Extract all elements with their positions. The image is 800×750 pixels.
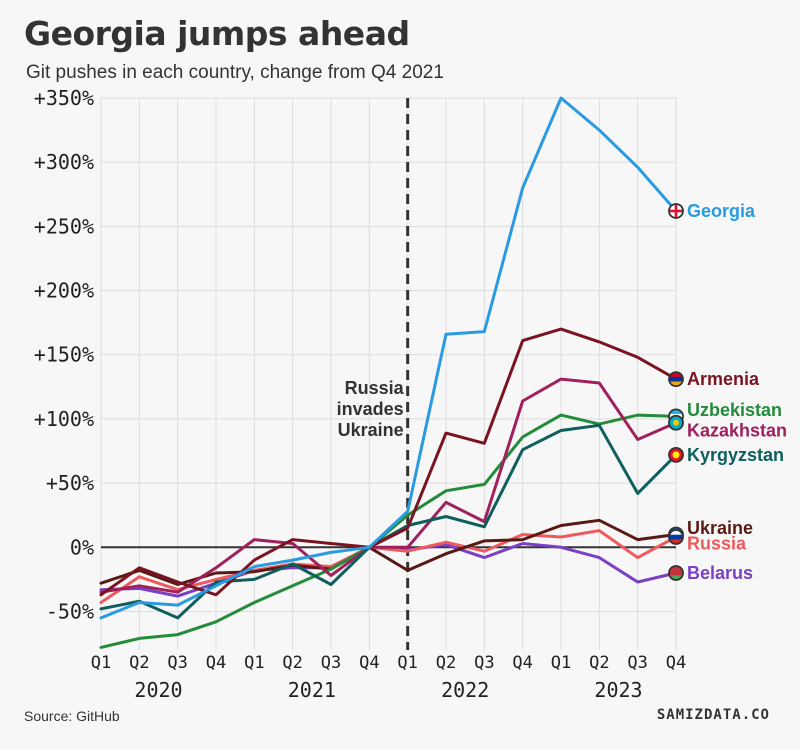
flag-band bbox=[669, 539, 683, 545]
series-label: Kazakhstan bbox=[687, 420, 787, 440]
flag-ring bbox=[668, 529, 684, 545]
flag-band bbox=[669, 565, 683, 571]
flag-band bbox=[669, 381, 683, 387]
y-tick-label: +150% bbox=[34, 343, 94, 367]
y-axis-ticks: +350% +300% +250% +200% +150% +100% +50% 0% -50% bbox=[34, 86, 94, 623]
y-tick-label: +250% bbox=[34, 214, 94, 238]
flag-ge-icon bbox=[669, 203, 683, 218]
flag-band bbox=[669, 372, 683, 378]
x-tick-label: Q2 bbox=[436, 653, 456, 673]
flag-band bbox=[669, 534, 683, 540]
end-label-kazakhstan: Kazakhstan bbox=[668, 414, 787, 440]
event-annotation: invades bbox=[337, 399, 404, 419]
x-tick-label: Q4 bbox=[666, 653, 686, 673]
grid bbox=[100, 97, 677, 650]
flag-ru-icon bbox=[669, 530, 683, 545]
series-label: Georgia bbox=[687, 201, 756, 221]
series-label: Armenia bbox=[687, 369, 760, 389]
chart-title: Georgia jumps ahead bbox=[24, 14, 410, 53]
flag-kz-icon bbox=[669, 415, 683, 430]
x-tick-label: Q2 bbox=[129, 653, 149, 673]
flag-band bbox=[669, 575, 683, 580]
x-tick-label: Q4 bbox=[359, 653, 379, 673]
x-tick-label: Q1 bbox=[244, 653, 264, 673]
y-tick-label: +50% bbox=[46, 471, 94, 495]
flag-cross bbox=[669, 209, 683, 213]
year-label: 2020 bbox=[134, 678, 182, 702]
series-line-russia bbox=[99, 529, 678, 604]
brand-logo: SAMIZDATA.CO bbox=[656, 707, 770, 723]
x-tick-label: Q3 bbox=[321, 653, 341, 673]
flag-am-icon bbox=[669, 372, 683, 387]
year-label: 2022 bbox=[441, 678, 489, 702]
end-label-kyrgyzstan: Kyrgyzstan bbox=[668, 445, 784, 465]
y-tick-label: +200% bbox=[34, 279, 94, 303]
flag-by-icon bbox=[669, 565, 683, 580]
end-label-russia: Russia bbox=[668, 529, 747, 553]
x-tick-label: Q3 bbox=[627, 653, 647, 673]
series-label: Ukraine bbox=[687, 518, 753, 538]
flag-sun bbox=[672, 451, 680, 459]
series-label: Belarus bbox=[687, 563, 753, 583]
y-tick-label: +300% bbox=[34, 150, 94, 174]
series-line-georgia bbox=[99, 96, 678, 620]
x-tick-label: Q3 bbox=[474, 653, 494, 673]
flag-ring bbox=[668, 446, 684, 463]
end-label-georgia: Georgia bbox=[668, 201, 756, 221]
x-tick-label: Q4 bbox=[206, 653, 226, 673]
series-label: Uzbekistan bbox=[687, 400, 782, 420]
y-tick-label: 0% bbox=[70, 535, 94, 559]
y-tick-label: -50% bbox=[46, 599, 94, 623]
end-label-armenia: Armenia bbox=[668, 369, 760, 389]
event-annotation: Russia bbox=[345, 378, 405, 398]
year-label: 2023 bbox=[594, 678, 642, 702]
flag-ring bbox=[668, 565, 684, 581]
flag-ring bbox=[668, 414, 684, 431]
chart-subtitle: Git pushes in each country, change from … bbox=[26, 62, 444, 83]
x-tick-label: Q2 bbox=[589, 653, 609, 673]
source-note: Source: GitHub bbox=[24, 708, 120, 724]
series-label: Russia bbox=[687, 533, 747, 553]
x-tick-label: Q1 bbox=[91, 653, 111, 673]
x-axis-ticks: Q1 Q2 Q3 Q4 Q1 Q2 Q3 Q4 Q1 Q2 Q3 Q4 Q1 Q2 Q3 Q4 2020 2021… bbox=[91, 653, 686, 702]
flag-ring bbox=[668, 203, 684, 219]
x-tick-label: Q3 bbox=[167, 653, 187, 673]
x-tick-label: Q2 bbox=[282, 653, 302, 673]
end-label-belarus: Belarus bbox=[668, 563, 753, 583]
flag-band bbox=[669, 570, 683, 576]
series-label: Kyrgyzstan bbox=[687, 445, 784, 465]
series-line-kazakhstan bbox=[99, 377, 678, 594]
x-tick-label: Q4 bbox=[512, 653, 532, 673]
year-label: 2021 bbox=[288, 678, 336, 702]
flag-sun bbox=[673, 419, 679, 426]
series-line-armenia bbox=[99, 327, 678, 597]
x-tick-label: Q1 bbox=[551, 653, 571, 673]
x-tick-label: Q1 bbox=[397, 653, 417, 673]
y-tick-label: +100% bbox=[34, 407, 94, 431]
flag-band bbox=[669, 409, 683, 415]
flag-ring bbox=[668, 371, 684, 388]
y-tick-label: +350% bbox=[34, 86, 94, 110]
event-annotation: Ukraine bbox=[338, 420, 404, 440]
flag-band bbox=[669, 530, 683, 535]
series-lines bbox=[99, 96, 678, 649]
line-chart: +350% +300% +250% +200% +150% +100% +50% 0% -50%… bbox=[34, 86, 787, 702]
flag-band bbox=[669, 376, 683, 382]
flag-kg-icon bbox=[669, 447, 683, 462]
